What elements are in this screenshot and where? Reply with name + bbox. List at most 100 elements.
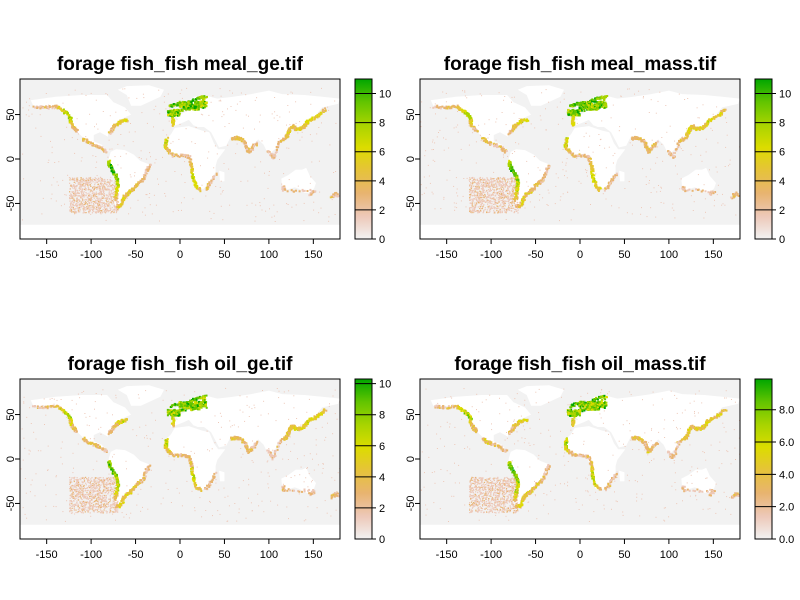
raster-cell bbox=[83, 208, 86, 210]
raster-cell bbox=[97, 187, 99, 189]
raster-cell bbox=[497, 181, 499, 183]
raster-cell bbox=[522, 126, 524, 128]
raster-cell bbox=[690, 129, 693, 132]
raster-cell bbox=[521, 202, 524, 205]
raster-cell bbox=[253, 145, 255, 148]
raster-cell bbox=[676, 142, 679, 145]
raster-cell bbox=[113, 208, 115, 210]
raster-cell bbox=[79, 195, 81, 197]
raster-cell bbox=[657, 100, 659, 102]
raster-cell bbox=[479, 210, 481, 212]
raster-cell bbox=[218, 100, 220, 102]
raster-cell bbox=[82, 208, 84, 210]
raster-cell bbox=[655, 142, 658, 144]
raster-cell bbox=[311, 117, 313, 120]
raster-cell bbox=[109, 184, 111, 186]
raster-cell bbox=[140, 158, 142, 160]
raster-cell bbox=[716, 106, 718, 108]
raster-cell bbox=[291, 126, 294, 129]
raster-cell bbox=[523, 199, 526, 201]
raster-cell bbox=[109, 167, 112, 169]
raster-cell bbox=[493, 208, 495, 210]
raster-cell bbox=[697, 117, 699, 119]
raster-cell bbox=[173, 109, 176, 112]
raster-cell bbox=[100, 210, 103, 212]
raster-cell bbox=[679, 138, 682, 141]
raster-cell bbox=[503, 204, 505, 206]
raster-cell bbox=[110, 193, 112, 195]
raster-cell bbox=[58, 106, 61, 109]
raster-cell bbox=[482, 207, 484, 209]
raster-cell bbox=[482, 191, 485, 193]
raster-cell bbox=[146, 122, 148, 124]
raster-cell bbox=[516, 189, 519, 192]
raster-cell bbox=[333, 172, 335, 173]
raster-cell bbox=[503, 187, 505, 190]
raster-cell bbox=[703, 217, 705, 219]
raster-cell bbox=[493, 184, 495, 186]
land-4 bbox=[571, 90, 740, 159]
raster-cell bbox=[548, 148, 550, 150]
raster-cell bbox=[121, 202, 124, 205]
raster-cell bbox=[482, 189, 484, 191]
raster-cell bbox=[631, 137, 634, 140]
raster-cell bbox=[513, 197, 516, 200]
raster-cell bbox=[203, 106, 206, 109]
raster-cell bbox=[485, 180, 487, 182]
raster-cell bbox=[498, 210, 500, 212]
raster-cell bbox=[108, 193, 111, 196]
raster-cell bbox=[513, 174, 516, 177]
raster-cell bbox=[197, 188, 200, 190]
raster-cell bbox=[629, 142, 631, 144]
y-tick-label: 50 bbox=[5, 108, 17, 120]
raster-cell bbox=[460, 108, 463, 111]
raster-cell bbox=[489, 193, 491, 195]
raster-cell bbox=[501, 147, 504, 150]
raster-cell bbox=[112, 125, 115, 128]
raster-cell bbox=[502, 192, 504, 194]
raster-cell bbox=[255, 204, 257, 206]
raster-cell bbox=[513, 128, 516, 131]
raster-cell bbox=[101, 148, 104, 151]
raster-cell bbox=[142, 211, 144, 213]
raster-cell bbox=[605, 96, 608, 99]
raster-cell bbox=[480, 194, 482, 196]
raster-cell bbox=[123, 198, 126, 201]
raster-cell bbox=[95, 208, 97, 210]
raster-cell bbox=[495, 139, 497, 141]
raster-cell bbox=[505, 219, 507, 220]
raster-cell bbox=[508, 198, 510, 201]
raster-cell bbox=[191, 174, 194, 177]
raster-cell bbox=[511, 196, 513, 198]
raster-cell bbox=[247, 147, 250, 150]
raster-cell bbox=[88, 205, 90, 207]
raster-cell bbox=[609, 182, 611, 185]
raster-cell bbox=[190, 166, 193, 169]
raster-cell bbox=[460, 148, 462, 150]
raster-cell bbox=[77, 182, 79, 184]
raster-cell bbox=[517, 198, 519, 200]
raster-cell bbox=[274, 111, 276, 113]
raster-cell bbox=[134, 172, 136, 174]
raster-cell bbox=[495, 184, 498, 186]
raster-cell bbox=[482, 181, 484, 183]
raster-cell bbox=[499, 193, 502, 196]
raster-cell bbox=[475, 162, 477, 164]
raster-cell bbox=[76, 192, 78, 194]
raster-cell bbox=[69, 179, 71, 181]
raster-cell bbox=[334, 192, 337, 194]
raster-cell bbox=[77, 138, 79, 140]
raster-cell bbox=[475, 197, 477, 199]
raster-cell bbox=[95, 205, 97, 208]
raster-cell bbox=[571, 105, 574, 108]
raster-cell bbox=[259, 205, 261, 207]
raster-cell bbox=[501, 210, 503, 212]
raster-cell bbox=[69, 203, 72, 205]
raster-cell bbox=[504, 195, 506, 197]
raster-cell bbox=[107, 209, 109, 211]
raster-cell bbox=[484, 123, 486, 125]
raster-cell bbox=[177, 155, 179, 158]
raster-cell bbox=[90, 213, 92, 215]
raster-cell bbox=[87, 182, 89, 184]
raster-cell bbox=[476, 130, 479, 133]
